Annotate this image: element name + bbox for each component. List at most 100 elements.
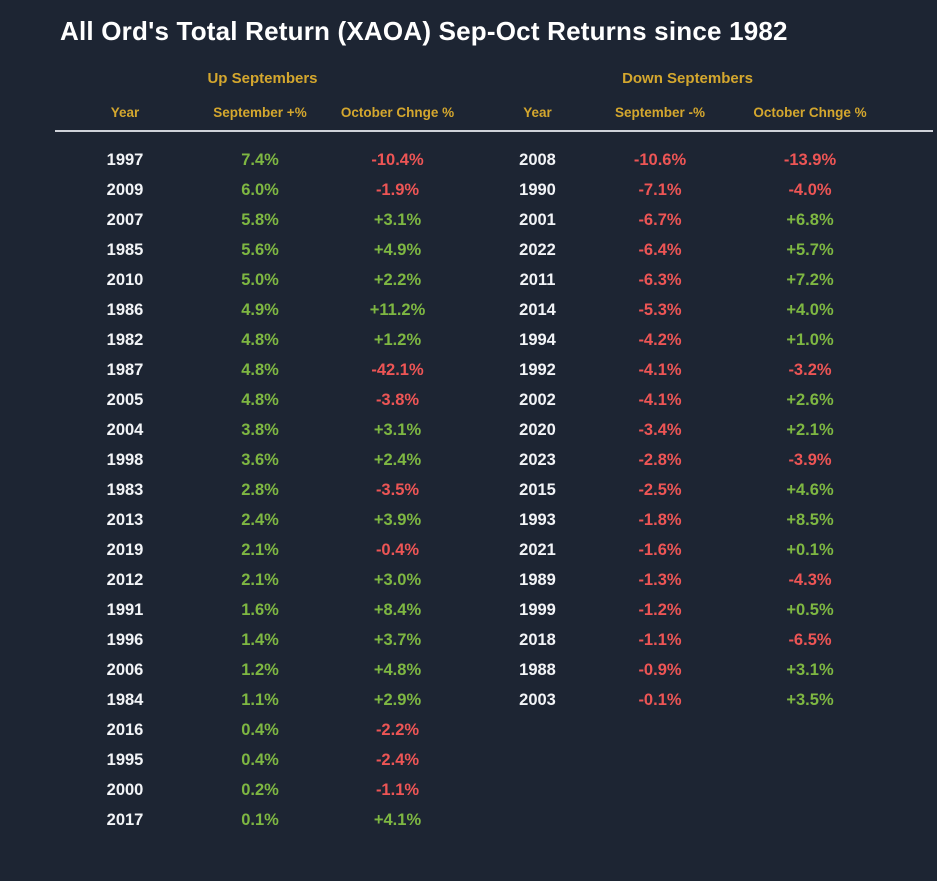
table-row: 2002 -4.1% +2.6% — [475, 385, 900, 415]
september-cell: 4.8% — [241, 360, 279, 379]
october-cell: +4.0% — [786, 300, 834, 319]
year-cell: 2008 — [519, 150, 556, 169]
october-change-column-header: October Chnge % — [340, 105, 455, 120]
table-row: 1986 4.9% +11.2% — [60, 295, 465, 325]
october-cell: +0.5% — [786, 600, 834, 619]
page-title: All Ord's Total Return (XAOA) Sep-Oct Re… — [60, 16, 788, 46]
up-septembers-rows: 1997 7.4% -10.4% 2009 6.0% -1.9% 2007 5.8% +3.1%… — [60, 145, 465, 835]
table-row: 2001 -6.7% +6.8% — [475, 205, 900, 235]
year-cell: 1990 — [519, 180, 556, 199]
september-cell: -2.8% — [638, 450, 682, 469]
september-cell: 0.2% — [241, 780, 279, 799]
year-cell: 1992 — [519, 360, 556, 379]
october-cell: +4.6% — [786, 480, 834, 499]
year-cell: 1987 — [106, 360, 144, 379]
year-cell: 2020 — [519, 420, 556, 439]
down-septembers-header-group: Down Septembers Year September -% Octobe… — [475, 70, 900, 120]
down-septembers-rows: 2008 -10.6% -13.9% 1990 -7.1% -4.0% 2001 -6.7% +… — [475, 145, 900, 715]
september-cell: -6.7% — [638, 210, 682, 229]
year-cell: 2015 — [519, 480, 556, 499]
october-cell: +2.1% — [786, 420, 834, 439]
year-cell: 1983 — [106, 480, 144, 499]
table-row: 1991 1.6% +8.4% — [60, 595, 465, 625]
october-change-column-header: October Chnge % — [753, 105, 867, 120]
year-cell: 2021 — [519, 540, 556, 559]
year-cell: 2017 — [106, 810, 144, 829]
september-cell: 5.0% — [241, 270, 279, 289]
table-row: 2017 0.1% +4.1% — [60, 805, 465, 835]
year-cell: 2001 — [519, 210, 556, 229]
october-cell: -4.3% — [788, 570, 832, 589]
table-row: 1999 -1.2% +0.5% — [475, 595, 900, 625]
october-cell: -0.4% — [375, 540, 420, 559]
september-cell: -1.1% — [638, 630, 682, 649]
table-header-band: Up Septembers Year September +% October … — [0, 70, 937, 120]
table-row: 2013 2.4% +3.9% — [60, 505, 465, 535]
september-down-column-header: September -% — [614, 105, 706, 120]
october-cell: +5.7% — [786, 240, 834, 259]
september-cell: 5.6% — [241, 240, 279, 259]
october-cell: +6.8% — [786, 210, 834, 229]
september-cell: 4.8% — [241, 390, 279, 409]
year-cell: 2018 — [519, 630, 556, 649]
september-cell: 7.4% — [241, 150, 279, 169]
september-cell: -1.6% — [638, 540, 682, 559]
october-cell: +4.8% — [373, 660, 422, 679]
october-cell: +11.2% — [369, 300, 426, 319]
october-cell: +4.9% — [373, 240, 422, 259]
table-row: 2016 0.4% -2.2% — [60, 715, 465, 745]
october-cell: -10.4% — [371, 150, 424, 169]
year-cell: 1997 — [106, 150, 144, 169]
year-cell: 2002 — [519, 390, 556, 409]
september-cell: -4.2% — [638, 330, 682, 349]
september-up-column-header: September +% — [213, 105, 307, 120]
september-cell: -1.3% — [638, 570, 682, 589]
september-cell: 1.4% — [241, 630, 279, 649]
september-cell: 2.4% — [241, 510, 279, 529]
table-row: 1990 -7.1% -4.0% — [475, 175, 900, 205]
up-septembers-heading: Up Septembers — [207, 70, 318, 87]
year-cell: 2014 — [519, 300, 556, 319]
table-row: 2004 3.8% +3.1% — [60, 415, 465, 445]
table-row: 2005 4.8% -3.8% — [60, 385, 465, 415]
october-cell: -2.4% — [375, 750, 420, 769]
table-row: 1988 -0.9% +3.1% — [475, 655, 900, 685]
october-cell: +3.5% — [786, 690, 834, 709]
table-row: 2023 -2.8% -3.9% — [475, 445, 900, 475]
table-row: 2022 -6.4% +5.7% — [475, 235, 900, 265]
table-row: 1997 7.4% -10.4% — [60, 145, 465, 175]
table-row: 2006 1.2% +4.8% — [60, 655, 465, 685]
year-cell: 2006 — [106, 660, 144, 679]
table-row: 1989 -1.3% -4.3% — [475, 565, 900, 595]
year-cell: 2012 — [106, 570, 144, 589]
october-cell: -13.9% — [783, 150, 837, 169]
september-cell: 0.4% — [241, 750, 279, 769]
october-cell: -3.2% — [788, 360, 832, 379]
table-body-band: 1997 7.4% -10.4% 2009 6.0% -1.9% 2007 5.8% +3.1%… — [0, 145, 937, 835]
year-cell: 1984 — [106, 690, 144, 709]
year-cell: 2011 — [519, 270, 556, 289]
september-cell: -6.3% — [638, 270, 682, 289]
year-cell: 2003 — [519, 690, 556, 709]
table-row: 1984 1.1% +2.9% — [60, 685, 465, 715]
october-cell: -3.9% — [788, 450, 832, 469]
september-cell: 3.6% — [241, 450, 279, 469]
september-cell: -4.1% — [638, 360, 682, 379]
table-row: 2015 -2.5% +4.6% — [475, 475, 900, 505]
sep-oct-returns-report: All Ord's Total Return (XAOA) Sep-Oct Re… — [0, 16, 937, 835]
september-cell: 0.4% — [241, 720, 279, 739]
october-cell: -4.0% — [788, 180, 832, 199]
year-cell: 2016 — [106, 720, 144, 739]
september-cell: -6.4% — [638, 240, 682, 259]
up-septembers-header-group: Up Septembers Year September +% October … — [60, 70, 465, 120]
year-cell: 2000 — [106, 780, 144, 799]
october-cell: +7.2% — [786, 270, 834, 289]
october-cell: -1.9% — [375, 180, 420, 199]
september-cell: -1.8% — [638, 510, 682, 529]
october-cell: +2.4% — [373, 450, 422, 469]
year-cell: 1993 — [519, 510, 556, 529]
october-cell: +1.0% — [786, 330, 834, 349]
september-cell: -2.5% — [638, 480, 682, 499]
september-cell: 5.8% — [241, 210, 279, 229]
september-cell: 2.1% — [241, 570, 279, 589]
